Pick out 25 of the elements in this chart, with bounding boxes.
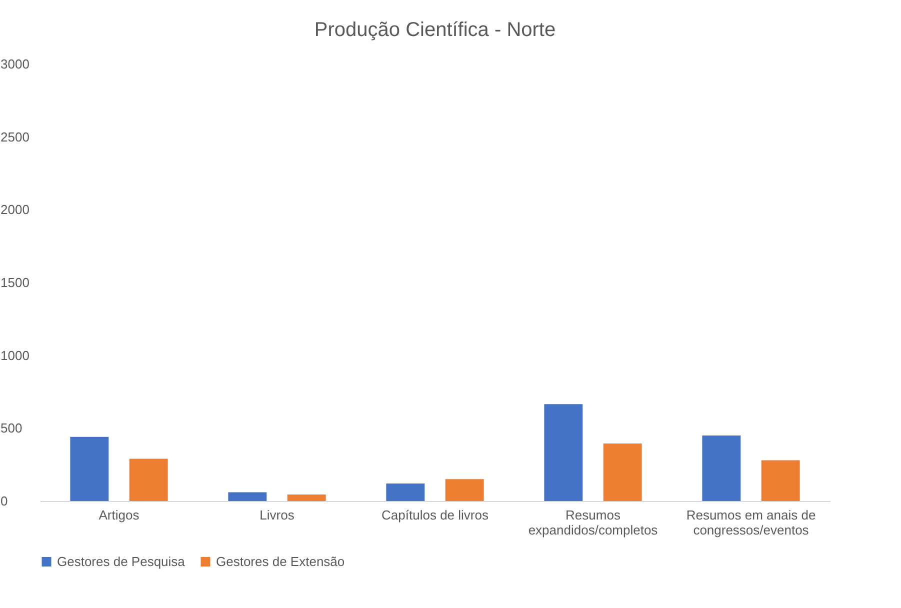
- chart-title: Produção Científica - Norte: [314, 19, 556, 41]
- bar: [129, 458, 168, 501]
- bar: [287, 494, 326, 501]
- legend-label: Gestores de Extensão: [216, 554, 345, 569]
- bar: [445, 479, 484, 501]
- legend-label: Gestores de Pesquisa: [57, 554, 186, 569]
- x-tick-label: Artigos: [98, 508, 140, 522]
- y-tick-label: 0: [0, 494, 8, 508]
- y-tick-label: 2000: [0, 202, 30, 218]
- x-tick-label: Resumos em anais de congressos/eventos: [686, 508, 816, 538]
- bar: [70, 436, 109, 501]
- bar: [761, 460, 800, 501]
- bar: [228, 492, 267, 501]
- x-tick-label: Capítulos de livros: [382, 508, 489, 522]
- y-tick-label: 1000: [0, 348, 30, 363]
- x-tick-label: Resumos expandidos/completos: [528, 508, 658, 538]
- y-tick-label: 1500: [0, 275, 30, 290]
- y-tick-label: 2500: [0, 129, 30, 144]
- x-tick-label: Livros: [260, 508, 295, 522]
- bar: [702, 435, 741, 501]
- bar: [603, 443, 642, 501]
- y-tick-label: 500: [0, 420, 22, 436]
- y-tick-label: 3000: [0, 56, 30, 72]
- bar: [544, 404, 583, 501]
- bar: [386, 484, 425, 501]
